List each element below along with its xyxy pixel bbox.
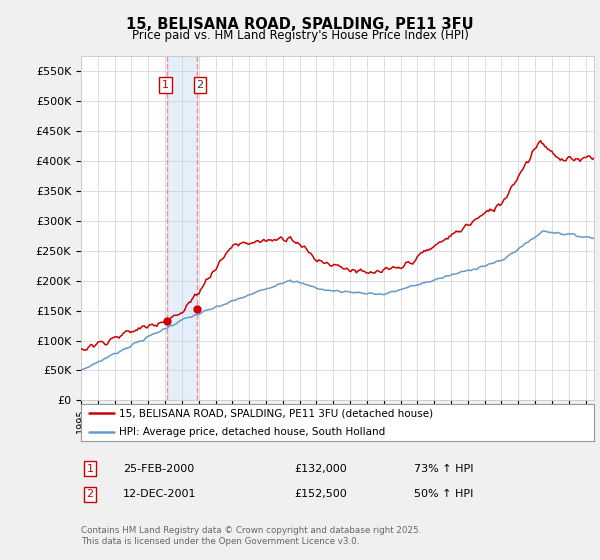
Text: HPI: Average price, detached house, South Holland: HPI: Average price, detached house, Sout… bbox=[119, 427, 386, 437]
Text: 15, BELISANA ROAD, SPALDING, PE11 3FU (detached house): 15, BELISANA ROAD, SPALDING, PE11 3FU (d… bbox=[119, 408, 434, 418]
Text: 25-FEB-2000: 25-FEB-2000 bbox=[123, 464, 194, 474]
Text: £132,000: £132,000 bbox=[294, 464, 347, 474]
Text: £152,500: £152,500 bbox=[294, 489, 347, 500]
Text: 1: 1 bbox=[86, 464, 94, 474]
Text: 15, BELISANA ROAD, SPALDING, PE11 3FU: 15, BELISANA ROAD, SPALDING, PE11 3FU bbox=[126, 17, 474, 32]
Text: 50% ↑ HPI: 50% ↑ HPI bbox=[414, 489, 473, 500]
Text: Price paid vs. HM Land Registry's House Price Index (HPI): Price paid vs. HM Land Registry's House … bbox=[131, 29, 469, 42]
Text: 2: 2 bbox=[86, 489, 94, 500]
Text: Contains HM Land Registry data © Crown copyright and database right 2025.
This d: Contains HM Land Registry data © Crown c… bbox=[81, 526, 421, 546]
Bar bbox=[167, 56, 197, 400]
Text: 2: 2 bbox=[196, 80, 203, 90]
Text: 73% ↑ HPI: 73% ↑ HPI bbox=[414, 464, 473, 474]
Text: 12-DEC-2001: 12-DEC-2001 bbox=[123, 489, 197, 500]
Text: 1: 1 bbox=[162, 80, 169, 90]
